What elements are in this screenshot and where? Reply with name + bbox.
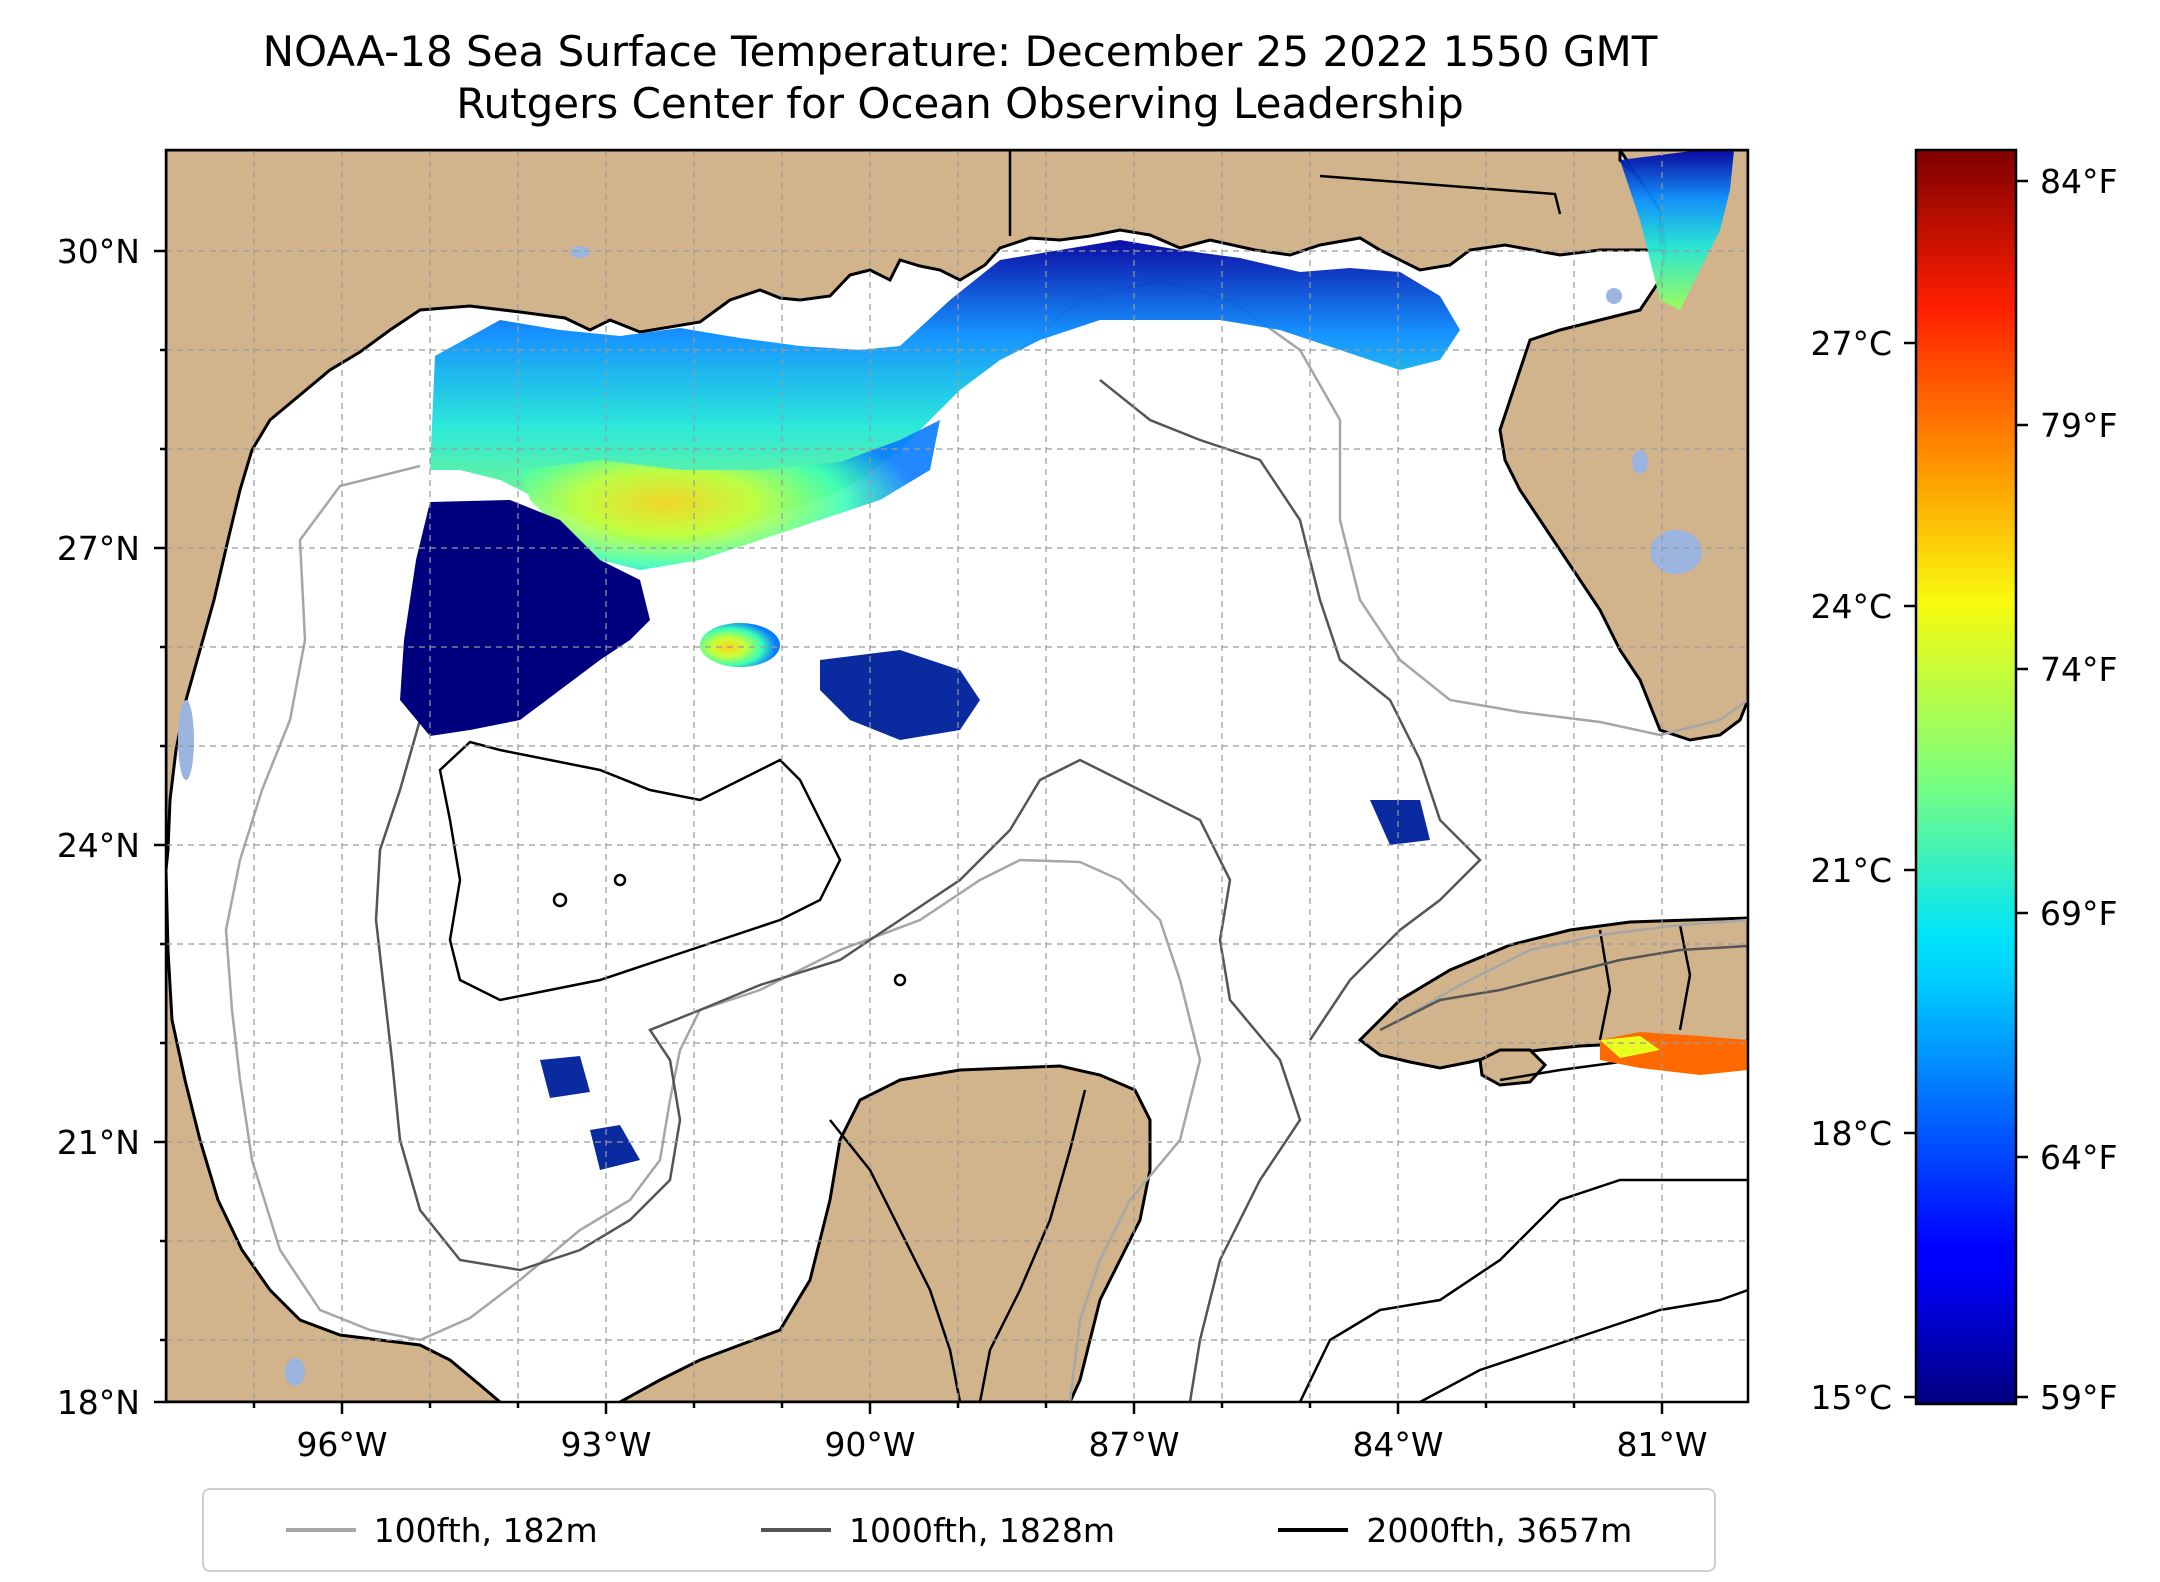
fahrenheit-label-59: 59°F [2040,1378,2117,1417]
legend-line-100fth [285,1528,356,1532]
title-line-2: Rutgers Center for Ocean Observing Leade… [456,79,1464,128]
cuba-border-1 [1598,929,1612,1041]
map-area [166,150,1748,1402]
fahrenheit-label-84: 84°F [2040,162,2117,201]
fahrenheit-tick-marks [2016,179,2028,1399]
us-gulf-coast-land [166,150,1662,871]
celsius-tick-marks [1904,341,1916,1399]
celsius-label-21: 21°C [1810,851,1892,890]
contour-2000fth [438,740,1748,1402]
lat-label-27n: 27°N [57,529,140,568]
sst-florida-shelf [1620,150,1734,310]
lake-okeechobee [1650,530,1702,574]
lat-label-30n: 30°N [57,232,140,271]
celsius-label-18: 18°C [1810,1114,1892,1153]
lon-label-87w: 87°W [1088,1425,1179,1464]
legend-item-100fth: 100fth, 182m [285,1510,598,1550]
fahrenheit-label-69: 69°F [2040,894,2117,933]
legend-line-2000fth [1278,1528,1349,1532]
fahrenheit-label-79: 79°F [2040,406,2117,445]
sst-cold-patch [400,500,650,736]
sst-cuba-yellow [1600,1036,1660,1058]
sst-scattered-3 [540,1056,590,1098]
lat-label-24n: 24°N [57,826,140,865]
legend-label-2000fth: 2000fth, 3657m [1366,1510,1633,1550]
contour-island-3 [613,873,627,887]
fahrenheit-label-74: 74°F [2040,650,2117,689]
sst-scattered-4 [590,1125,640,1170]
lon-label-90w: 90°W [824,1425,915,1464]
lon-tick-labels: 96°W 93°W 90°W 87°W 84°W 81°W [296,1425,1707,1464]
mexico-land [166,869,503,1402]
sst-scattered-2 [1370,800,1430,845]
celsius-label-24: 24°C [1810,587,1892,626]
map-title: NOAA-18 Sea Surface Temperature: Decembe… [0,26,1920,130]
lon-label-96w: 96°W [296,1425,387,1464]
mexico-border-1 [829,1119,962,1402]
lon-label-81w: 81°W [1616,1425,1707,1464]
colorbar-ticks [1904,179,2028,1399]
celsius-label-15: 15°C [1810,1378,1892,1417]
axis-ticks [154,249,1664,1414]
legend-item-1000fth: 1000fth, 1828m [761,1511,1115,1550]
title-line-1: NOAA-18 Sea Surface Temperature: Decembe… [262,27,1658,76]
lake-small-2 [1606,288,1622,304]
state-border-2 [1319,174,1562,215]
fahrenheit-label-64: 64°F [2040,1138,2117,1177]
contour-island-1 [893,973,907,987]
celsius-label-27: 27°C [1810,324,1892,363]
sst-warm-core [520,420,940,570]
colorbar-gradient [1914,148,2018,1406]
lake-small-5 [570,246,590,258]
lat-tick-marks [154,249,166,1404]
legend-item-2000fth: 2000fth, 3657m [1278,1511,1632,1550]
lake-small-3 [178,700,194,780]
lat-tick-labels: 30°N 27°N 24°N 21°N 18°N [57,232,140,1422]
contour-island-2 [552,892,568,908]
legend-line-1000fth [761,1528,832,1532]
lon-tick-marks [252,1402,1664,1414]
yucatan-land [619,1064,1152,1402]
contour-legend: 100fth, 182m 1000fth, 1828m 2000fth, 365… [202,1488,1716,1572]
lat-label-21n: 21°N [57,1123,140,1162]
sst-imagery [400,150,1748,1170]
contour-1000fth [374,379,1748,1402]
mexico-border-2 [978,1089,1087,1402]
cuba-border-2 [1678,924,1692,1031]
lake-small-1 [1632,450,1648,474]
colorbar: 27°C 24°C 21°C 18°C 15°C 84°F 79°F 74°F … [1810,148,2117,1417]
legend-label-1000fth: 1000fth, 1828m [849,1510,1115,1550]
lon-label-93w: 93°W [560,1425,651,1464]
lake-small-4 [285,1358,305,1386]
lat-label-18n: 18°N [57,1383,140,1422]
lon-label-84w: 84°W [1352,1425,1443,1464]
legend-label-100fth: 100fth, 182m [373,1510,598,1550]
sst-eddy [700,623,780,667]
sst-scattered-1 [820,650,980,740]
bathymetry-contours [224,278,1748,1402]
